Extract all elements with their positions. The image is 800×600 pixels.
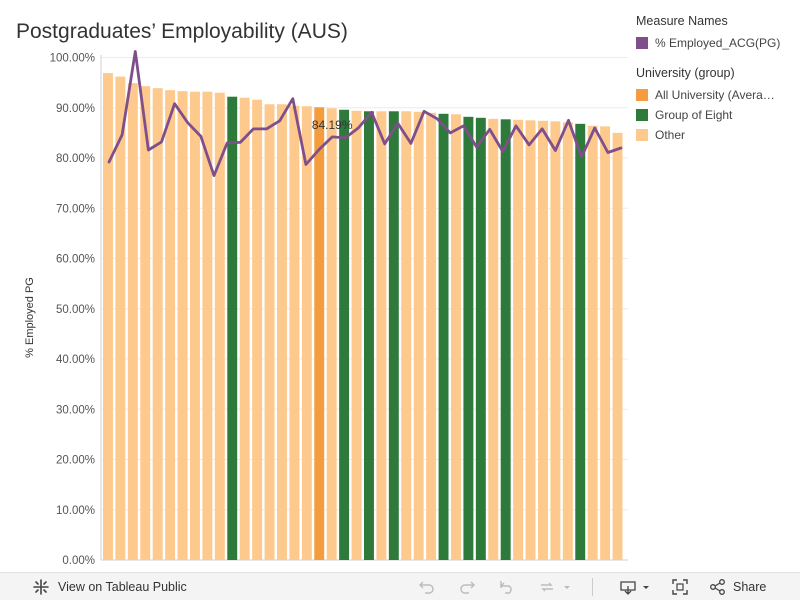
bar — [227, 96, 238, 560]
bar — [488, 118, 499, 560]
bar — [451, 114, 461, 561]
legend-item-employed-acg[interactable]: % Employed_ACG(PG) — [636, 33, 796, 53]
data-label-average: 84.19% — [312, 118, 353, 132]
y-tick-label: 30.00% — [56, 404, 95, 416]
y-tick-label: 70.00% — [56, 203, 95, 215]
bar — [127, 83, 138, 560]
revert-icon[interactable] — [498, 578, 516, 596]
legend-measure-title: Measure Names — [636, 14, 728, 28]
bar — [538, 120, 548, 561]
y-tick-label: 60.00% — [56, 254, 95, 266]
series-line-employed-acg — [107, 50, 623, 178]
bar — [339, 109, 350, 560]
toolbar-divider — [592, 578, 593, 596]
view-on-tableau-label: View on Tableau Public — [58, 580, 187, 594]
bar — [364, 111, 374, 560]
bar — [289, 105, 300, 560]
y-tick-label: 40.00% — [56, 354, 95, 366]
bar — [388, 111, 399, 560]
bar — [152, 88, 163, 560]
legend-label: Other — [655, 128, 686, 142]
bar — [314, 107, 325, 561]
chart-title: Postgraduates’ Employability (AUS) — [16, 20, 348, 43]
bar — [587, 125, 598, 561]
bar — [550, 121, 561, 560]
legend: Measure Names % Employed_ACG(PG) Univers… — [636, 12, 796, 145]
bar — [376, 111, 387, 560]
refresh-dropdown-icon[interactable] — [562, 578, 572, 596]
y-tick-label: 20.00% — [56, 455, 95, 467]
bar — [612, 132, 623, 561]
y-axis-title: % Employed PG — [24, 277, 36, 358]
bar — [264, 104, 275, 561]
tableau-toolbar: View on Tableau Public — [0, 572, 800, 600]
y-tick-label: 50.00% — [56, 304, 95, 316]
bar — [513, 119, 524, 560]
bar — [500, 119, 511, 560]
bar — [190, 91, 200, 561]
legend-label: All University (Avera… — [655, 88, 775, 102]
bar — [301, 106, 312, 561]
share-label: Share — [733, 580, 767, 594]
fullscreen-icon[interactable] — [671, 578, 689, 596]
download-dropdown-icon[interactable] — [641, 578, 651, 596]
toolbar-icons: Share — [418, 578, 766, 596]
legend-swatch-line — [636, 37, 648, 49]
download-icon[interactable] — [619, 578, 637, 596]
bar — [165, 90, 176, 560]
legend-group-title: University (group) — [636, 66, 735, 80]
view-on-tableau-link[interactable]: View on Tableau Public — [32, 578, 187, 596]
legend-swatch-average — [636, 89, 648, 101]
undo-icon[interactable] — [418, 578, 436, 596]
bar — [115, 76, 126, 560]
tableau-logo-icon — [33, 579, 49, 595]
refresh-icon[interactable] — [538, 578, 556, 596]
share-icon — [710, 579, 725, 595]
bar — [277, 104, 287, 561]
bar-line-chart[interactable]: 0.00% 10.00% 20.00% 30.00% 40.00% 50.00% 60.00… — [0, 0, 632, 568]
bar — [401, 111, 412, 560]
legend-label: % Employed_ACG(PG) — [655, 36, 781, 50]
chart-area[interactable]: 0.00% 10.00% 20.00% 30.00% 40.00% 50.00% 60.00… — [0, 0, 632, 568]
bar — [600, 126, 611, 560]
legend-item-all-university[interactable]: All University (Avera… — [636, 85, 796, 105]
bar — [103, 73, 113, 561]
legend-item-group-of-eight[interactable]: Group of Eight — [636, 105, 796, 125]
bar — [140, 86, 151, 560]
y-tick-label: 0.00% — [62, 555, 95, 567]
bar — [252, 99, 263, 561]
legend-label: Group of Eight — [655, 108, 733, 122]
bar — [475, 117, 486, 560]
legend-swatch-g8 — [636, 109, 648, 121]
y-tick-label: 100.00% — [50, 53, 95, 65]
y-tick-label: 10.00% — [56, 505, 95, 517]
bar — [413, 111, 424, 560]
legend-item-other[interactable]: Other — [636, 125, 796, 145]
redo-icon[interactable] — [458, 578, 476, 596]
y-tick-label: 80.00% — [56, 153, 95, 165]
bar — [463, 116, 474, 560]
bar — [438, 113, 449, 560]
share-button[interactable]: Share — [709, 578, 766, 596]
y-tick-label: 90.00% — [56, 103, 95, 115]
bar — [239, 97, 250, 561]
bar — [214, 92, 225, 560]
bar — [525, 120, 536, 561]
bar — [575, 123, 586, 561]
bar — [562, 122, 573, 560]
bar — [202, 91, 213, 561]
bar — [177, 91, 188, 560]
bar — [326, 108, 337, 561]
bar — [351, 110, 362, 560]
bar — [426, 112, 437, 560]
legend-swatch-other — [636, 129, 648, 141]
